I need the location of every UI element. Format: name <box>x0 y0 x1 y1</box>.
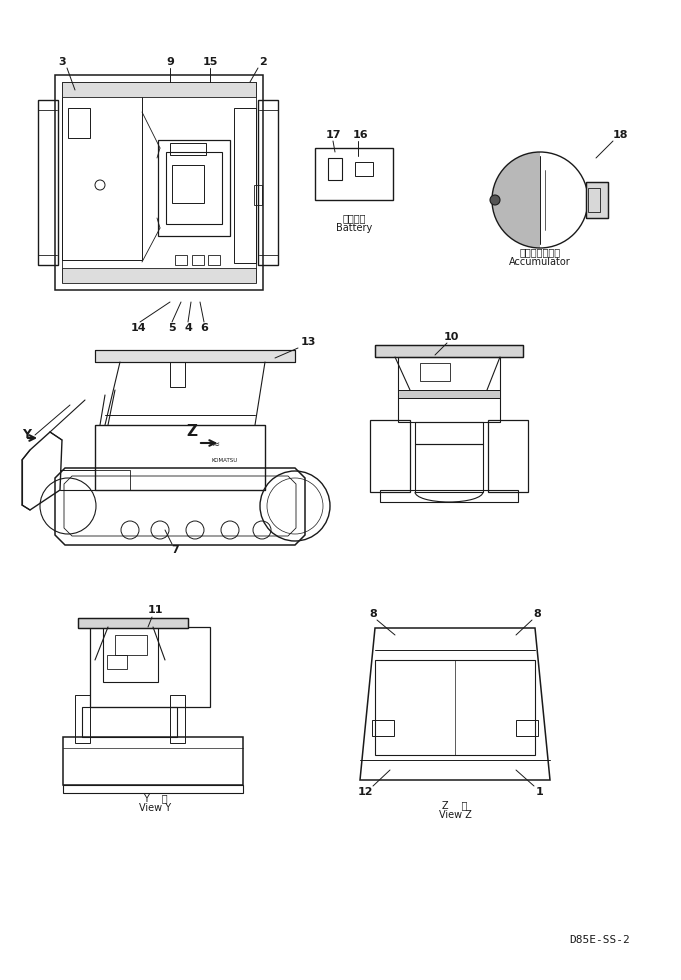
Text: 9: 9 <box>166 57 174 67</box>
Bar <box>254 185 262 205</box>
Bar <box>166 152 222 224</box>
Bar <box>208 255 220 265</box>
Bar <box>328 158 342 180</box>
Text: 10: 10 <box>443 332 459 342</box>
Text: Z: Z <box>187 424 197 439</box>
Text: 8: 8 <box>369 609 377 619</box>
Text: Z  視: Z 視 <box>443 800 468 810</box>
Text: 15: 15 <box>202 57 218 67</box>
Bar <box>488 420 528 492</box>
Bar <box>175 255 187 265</box>
Bar <box>95 350 295 362</box>
Bar <box>375 345 523 357</box>
Text: View Z: View Z <box>439 810 471 820</box>
Bar <box>370 420 410 492</box>
Bar <box>588 188 600 212</box>
Text: 3: 3 <box>58 57 66 67</box>
Bar <box>380 490 518 502</box>
Bar <box>170 362 185 387</box>
Bar <box>415 444 483 492</box>
Bar <box>172 165 204 203</box>
Bar <box>95 350 295 362</box>
Bar <box>586 182 608 218</box>
Bar <box>62 268 256 283</box>
Text: 6: 6 <box>200 323 208 333</box>
Text: 16: 16 <box>352 130 368 140</box>
Bar <box>107 655 127 669</box>
Bar <box>78 618 188 628</box>
Bar <box>62 95 142 260</box>
Text: 7: 7 <box>171 545 179 555</box>
Bar <box>375 660 535 755</box>
Bar <box>315 148 393 200</box>
Bar <box>62 82 256 282</box>
Text: バッテリ: バッテリ <box>343 213 366 223</box>
Text: 14: 14 <box>130 323 146 333</box>
Text: Y  視: Y 視 <box>143 793 168 803</box>
Text: View Y: View Y <box>139 803 171 813</box>
Bar <box>398 390 500 398</box>
Bar <box>258 100 278 265</box>
Text: $\approx$: $\approx$ <box>210 438 221 448</box>
Bar <box>115 635 147 655</box>
Text: KOMATSU: KOMATSU <box>212 458 238 463</box>
Bar <box>63 785 243 793</box>
Polygon shape <box>360 628 550 780</box>
Bar <box>103 627 158 682</box>
Bar <box>415 422 483 444</box>
Wedge shape <box>492 152 540 248</box>
Bar <box>75 695 90 743</box>
Wedge shape <box>540 152 588 248</box>
Bar <box>355 162 373 176</box>
Text: Accumulator: Accumulator <box>509 257 571 267</box>
Bar <box>398 357 500 422</box>
Bar <box>55 75 263 290</box>
Bar <box>398 390 500 398</box>
Circle shape <box>490 195 500 205</box>
Bar <box>82 707 177 737</box>
Text: 18: 18 <box>612 130 628 140</box>
Bar <box>420 363 450 381</box>
Text: 4: 4 <box>184 323 192 333</box>
Bar <box>158 140 230 236</box>
Bar <box>78 618 188 628</box>
Bar <box>516 720 538 736</box>
Bar <box>63 737 243 785</box>
Text: アキュムレータ: アキュムレータ <box>520 247 560 257</box>
Bar <box>170 143 206 155</box>
Bar <box>375 345 523 357</box>
Text: D85E-SS-2: D85E-SS-2 <box>569 935 631 945</box>
Bar <box>372 720 394 736</box>
Bar <box>38 100 58 265</box>
Bar <box>95 425 265 490</box>
Bar <box>234 108 256 263</box>
Bar <box>68 108 90 138</box>
Bar <box>170 695 185 743</box>
Text: 11: 11 <box>147 605 163 615</box>
Text: 5: 5 <box>168 323 176 333</box>
Text: 12: 12 <box>358 787 373 797</box>
Text: 17: 17 <box>326 130 340 140</box>
Bar <box>62 82 256 97</box>
Text: Y: Y <box>22 428 31 442</box>
Text: Battery: Battery <box>336 223 372 233</box>
Text: 1: 1 <box>536 787 544 797</box>
Text: 8: 8 <box>533 609 541 619</box>
Bar <box>586 182 608 218</box>
Bar <box>90 627 210 707</box>
Bar <box>192 255 204 265</box>
Text: 2: 2 <box>259 57 267 67</box>
Bar <box>95 470 130 490</box>
Text: 13: 13 <box>300 337 316 347</box>
